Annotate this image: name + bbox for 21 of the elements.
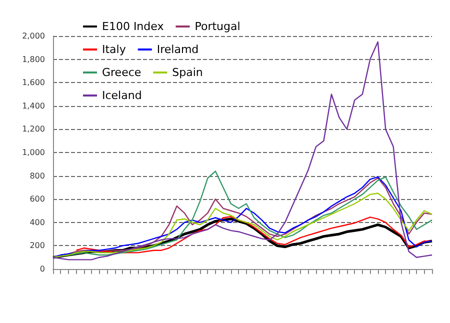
legend-label: Irelamd xyxy=(156,43,199,56)
y-tick-label: 0 xyxy=(40,264,45,274)
y-tick-label: 2,000 xyxy=(22,32,45,40)
legend-label: E100 Index xyxy=(102,20,164,33)
y-tick-label: 1,400 xyxy=(22,101,45,110)
y-tick-label: 1,600 xyxy=(22,78,45,88)
y-tick-label: 1,200 xyxy=(22,124,45,134)
line-series xyxy=(52,192,433,258)
y-tick-label: 1,000 xyxy=(22,148,45,157)
line-series xyxy=(76,216,433,254)
legend-label: Iceland xyxy=(102,89,142,102)
y-tick-label: 800 xyxy=(30,171,45,180)
legend-label: Italy xyxy=(102,43,126,56)
y-tick-label: 600 xyxy=(30,194,45,204)
y-tick-label: 400 xyxy=(30,218,45,227)
legend-label: Greece xyxy=(102,66,142,79)
legend-label: Spain xyxy=(172,66,203,79)
legend-label: Portugal xyxy=(194,20,240,33)
y-tick-label: 1,800 xyxy=(22,54,45,64)
y-tick-label: 200 xyxy=(30,241,45,250)
line-series xyxy=(52,41,433,260)
